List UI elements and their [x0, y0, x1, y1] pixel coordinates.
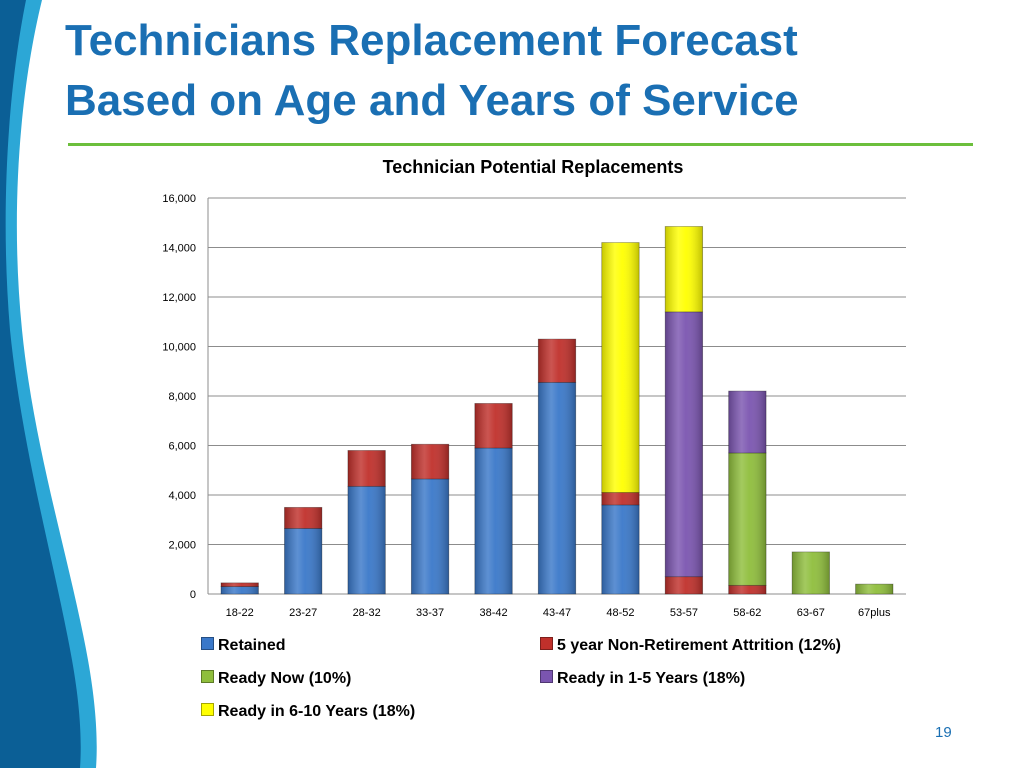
chart-title: Technician Potential Replacements [383, 157, 684, 177]
bar-segment-gloss [601, 242, 640, 493]
bar-segment [347, 485, 386, 595]
legend-item-attrition: 5 year Non-Retirement Attrition (12%) [540, 636, 841, 656]
bar-segment [601, 492, 640, 506]
legend-swatch [540, 670, 553, 683]
y-tick-label: 16,000 [162, 193, 196, 205]
bar-segment-gloss [665, 311, 703, 577]
bar-segment-gloss [284, 507, 322, 529]
legend-label: 5 year Non-Retirement Attrition (12%) [557, 637, 841, 654]
bar-segment [284, 528, 323, 595]
slide-title-line-1: Technicians Replacement Forecast [65, 16, 798, 65]
bar-segment [284, 506, 323, 529]
bar-segment-gloss [347, 450, 386, 487]
bar-segment [537, 338, 577, 383]
slide-title-line-2: Based on Age and Years of Service [65, 76, 799, 125]
x-tick-label: 48-52 [606, 607, 634, 619]
page-number: 19 [935, 724, 952, 741]
bar-segment-gloss [601, 492, 640, 505]
x-tick-label: 53-57 [670, 607, 698, 619]
bar-segment-gloss [411, 444, 449, 479]
legend-swatch [201, 637, 214, 650]
bar-segment [664, 226, 704, 313]
bar-segment [220, 582, 259, 587]
bar-segment-gloss [792, 551, 830, 594]
legend-item-ready-6-10: Ready in 6-10 Years (18%) [201, 702, 415, 722]
x-tick-label: 38-42 [479, 607, 507, 619]
bar-segment-gloss [347, 486, 386, 594]
y-tick-label: 14,000 [162, 243, 196, 255]
bar-segment-gloss [665, 226, 703, 312]
legend-label: Ready in 6-10 Years (18%) [218, 703, 416, 720]
bar-segment-gloss [855, 584, 893, 594]
bar-segment [791, 551, 830, 595]
legend-item-ready-now: Ready Now (10%) [201, 669, 351, 689]
bar-segment-gloss [284, 528, 322, 594]
bar-segment [728, 584, 767, 595]
legend-swatch [540, 637, 553, 650]
legend-swatch [201, 670, 214, 683]
bar-segment [474, 403, 513, 449]
x-tick-label: 28-32 [353, 607, 381, 619]
x-tick-label: 63-67 [797, 607, 825, 619]
decorative-wave [0, 0, 97, 768]
bar-segment [664, 311, 704, 578]
legend-swatch [201, 703, 214, 716]
legend-label: Retained [218, 637, 286, 654]
legend-item-retained: Retained [201, 636, 286, 656]
bar-segment [728, 452, 767, 586]
bar-segment-gloss [538, 339, 576, 383]
x-tick-label: 67plus [858, 607, 891, 619]
legend-item-ready-1-5: Ready in 1-5 Years (18%) [540, 669, 745, 689]
y-tick-label: 10,000 [162, 342, 196, 354]
bar-segment [347, 450, 386, 487]
bar-segment [601, 504, 640, 595]
title-divider [68, 143, 973, 146]
y-tick-label: 0 [190, 589, 196, 601]
bar-segment-gloss [665, 576, 703, 594]
x-tick-label: 33-37 [416, 607, 444, 619]
legend-label: Ready Now (10%) [218, 670, 352, 687]
bar-segment-gloss [221, 586, 259, 594]
bar-segment-gloss [538, 382, 576, 594]
bar-segment [410, 443, 450, 480]
bar-segment-gloss [728, 452, 767, 586]
bar-segment [220, 586, 259, 595]
bar-segment [728, 390, 767, 454]
bar-segment-gloss [221, 582, 259, 587]
bar-segment-gloss [411, 478, 449, 594]
bar-segment-gloss [474, 403, 513, 448]
bar-segment-gloss [601, 504, 640, 594]
y-tick-label: 6,000 [168, 441, 196, 453]
bar-segment-gloss [728, 585, 767, 594]
x-tick-label: 23-27 [289, 607, 317, 619]
bar-segment [410, 478, 450, 595]
x-tick-label: 18-22 [226, 607, 254, 619]
x-tick-label: 43-47 [543, 607, 571, 619]
bar-segment [664, 576, 704, 595]
x-tick-label: 58-62 [733, 607, 761, 619]
bar-segment [601, 242, 640, 493]
y-tick-label: 12,000 [162, 292, 196, 304]
y-tick-label: 2,000 [168, 540, 196, 552]
bar-segment [537, 381, 577, 595]
legend-label: Ready in 1-5 Years (18%) [557, 670, 746, 687]
bar-segment-gloss [474, 447, 513, 594]
bar-segment-gloss [728, 391, 767, 453]
y-tick-label: 8,000 [168, 391, 196, 403]
bar-segment [855, 583, 894, 595]
y-tick-label: 4,000 [168, 490, 196, 502]
bar-segment [474, 447, 513, 595]
